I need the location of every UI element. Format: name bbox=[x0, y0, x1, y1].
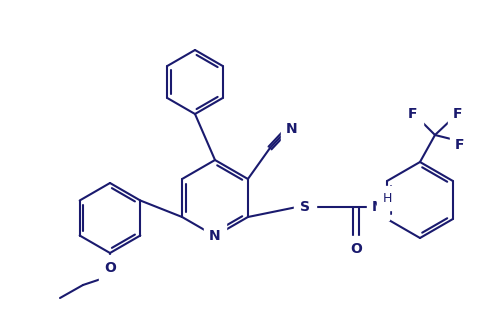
Text: F: F bbox=[408, 107, 418, 121]
Text: N: N bbox=[209, 229, 221, 243]
Text: F: F bbox=[455, 138, 465, 152]
Text: S: S bbox=[300, 200, 310, 214]
Text: H: H bbox=[382, 191, 392, 205]
Text: N: N bbox=[286, 122, 298, 136]
Text: O: O bbox=[350, 242, 362, 256]
Text: F: F bbox=[453, 107, 463, 121]
Text: N: N bbox=[372, 200, 384, 214]
Text: O: O bbox=[104, 261, 116, 275]
